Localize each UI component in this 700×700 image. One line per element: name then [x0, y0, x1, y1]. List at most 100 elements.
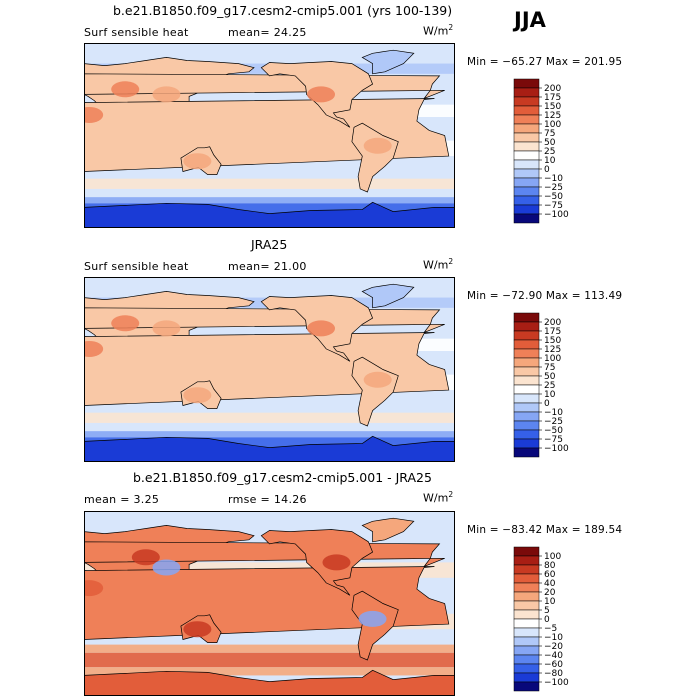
colorbar-tick-label: −5 [544, 624, 557, 634]
colorbar-swatch [513, 447, 540, 458]
colorbar-swatch [513, 123, 540, 134]
colorbar-swatch [513, 636, 540, 647]
colorbar-tick-label: 5 [544, 606, 550, 616]
colorbar-tick-label: −60 [544, 660, 563, 670]
field-band [84, 412, 455, 423]
colorbar-tick-label: 0 [544, 615, 550, 625]
field-patch [84, 106, 104, 123]
colorbar-tick-label: −20 [544, 642, 563, 652]
colorbar-tick-label: 80 [544, 561, 556, 571]
colorbar-tick-label: 100 [544, 354, 561, 364]
colorbar-swatch [513, 312, 540, 323]
continent-greenland [361, 49, 415, 75]
field-band [84, 667, 455, 676]
colorbar-tick-label: −50 [544, 192, 563, 202]
colorbar-swatch [513, 420, 540, 431]
colorbar-tick-label: 50 [544, 138, 556, 148]
colorbar-tick-label: 125 [544, 345, 561, 355]
field-patch [84, 580, 104, 597]
colorbar-tick-label: 75 [544, 129, 555, 139]
colorbar-tick-label: −40 [544, 651, 563, 661]
colorbar-tick-label: −80 [544, 669, 563, 679]
colorbar-swatch [513, 339, 540, 350]
colorbar-tick-label: −25 [544, 417, 563, 427]
map-frame [84, 511, 455, 696]
colorbar-swatch [513, 348, 540, 359]
colorbar-swatch [513, 393, 540, 404]
colorbar-tick-label: 175 [544, 93, 561, 103]
colorbar-swatch [513, 150, 540, 161]
colorbar-swatch [513, 87, 540, 98]
panel1-title: b.e21.B1850.f09_g17.cesm2-cmip5.001 (yrs… [113, 3, 453, 18]
panel3-units: W/m2 [423, 490, 454, 505]
colorbar-swatch [513, 330, 540, 341]
colorbar-swatch [513, 591, 540, 602]
field-patch [84, 340, 104, 357]
field-band [84, 197, 455, 204]
colorbar-tick-label: −75 [544, 201, 563, 211]
continent-africaW [84, 98, 450, 172]
colorbar-tick-label: −100 [544, 210, 569, 220]
colorbar-tick-label: 10 [544, 390, 556, 400]
colorbar-swatch [513, 141, 540, 152]
field-patch [183, 153, 212, 170]
colorbar-swatch [513, 96, 540, 107]
colorbar-swatch [513, 114, 540, 125]
colorbar-tick-label: −100 [544, 444, 569, 454]
field-patch [363, 371, 392, 388]
colorbar-tick-label: 0 [544, 165, 550, 175]
colorbar-swatch [513, 366, 540, 377]
colorbar-tick-label: 125 [544, 111, 561, 121]
colorbar-tick-label: 150 [544, 336, 561, 346]
colorbar-swatch [513, 195, 540, 206]
colorbar-tick-label: 25 [544, 147, 555, 157]
panel2-units: W/m2 [423, 257, 454, 272]
colorbar-tick-label: −25 [544, 183, 563, 193]
colorbar-swatch [513, 177, 540, 188]
field-patch [152, 559, 181, 576]
field-band [84, 431, 455, 438]
colorbar-tick-label: −10 [544, 408, 563, 418]
colorbar-tick-label: 20 [544, 588, 556, 598]
colorbar-tick-label: 50 [544, 372, 556, 382]
field-patch [111, 81, 140, 98]
continent-antarctica [84, 669, 455, 696]
colorbar-swatch [513, 555, 540, 566]
field-patch [363, 137, 392, 154]
colorbar-swatch [513, 384, 540, 395]
colorbar-tick-label: −100 [544, 678, 569, 688]
map-frame [84, 277, 455, 462]
panel1-minmax: Min = −65.27 Max = 201.95 [467, 56, 623, 68]
continent-africaW [84, 566, 450, 640]
field-band [84, 178, 455, 189]
colorbar-swatch [513, 168, 540, 179]
colorbar-swatch [513, 654, 540, 665]
colorbar-swatch [513, 645, 540, 656]
map-frame [84, 43, 455, 228]
panel2-mean: mean= 21.00 [228, 260, 307, 273]
colorbar-tick-label: 100 [544, 120, 561, 130]
colorbar-swatch [513, 609, 540, 620]
colorbar-tick-label: −75 [544, 435, 563, 445]
colorbar-tick-label: 0 [544, 399, 550, 409]
panel3-rmse: rmse = 14.26 [228, 493, 307, 506]
colorbar-swatch [513, 186, 540, 197]
panel2-minmax: Min = −72.90 Max = 113.49 [467, 290, 623, 302]
colorbar-tick-label: −10 [544, 174, 563, 184]
colorbar-swatch [513, 159, 540, 170]
colorbar-swatch [513, 357, 540, 368]
colorbar-swatch [513, 681, 540, 692]
colorbar-swatch [513, 573, 540, 584]
colorbar-swatch [513, 627, 540, 638]
colorbar-tick-label: 10 [544, 597, 556, 607]
colorbar-swatch [513, 564, 540, 575]
colorbar-tick-label: 150 [544, 102, 561, 112]
field-patch [152, 86, 181, 103]
panel1-variable-label: Surf sensible heat [84, 26, 189, 39]
field-patch [307, 320, 336, 337]
colorbar-tick-label: 100 [544, 552, 561, 562]
colorbar-swatch [513, 402, 540, 413]
